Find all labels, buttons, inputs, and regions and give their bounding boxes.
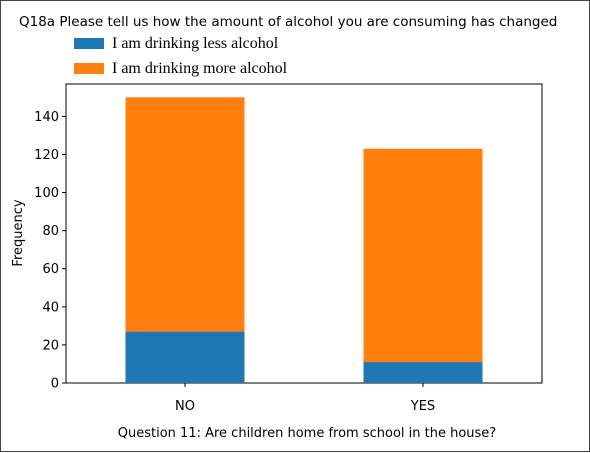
- y-axis: 0 20 40 60 80 100 120 140: [34, 110, 66, 392]
- plot-area: [65, 83, 543, 384]
- legend-swatch: [74, 63, 104, 74]
- bar-yes-less: [363, 362, 483, 383]
- y-tick-label: 140: [34, 110, 59, 125]
- y-axis-label: Frequency: [11, 199, 26, 266]
- legend: I am drinking less alcohol I am drinking …: [74, 35, 288, 77]
- legend-label: I am drinking less alcohol: [112, 35, 279, 52]
- y-tick-label: 20: [42, 338, 59, 353]
- y-tick-label: 0: [51, 377, 59, 392]
- x-axis-label: Question 11: Are children home from scho…: [118, 426, 496, 441]
- y-tick-label: 60: [42, 262, 59, 277]
- bars: [125, 97, 483, 383]
- legend-swatch: [74, 38, 104, 49]
- y-tick-label: 80: [42, 224, 59, 239]
- bar-no-less: [125, 331, 245, 383]
- y-tick-label: 120: [34, 148, 59, 163]
- x-tick-label: YES: [410, 399, 435, 414]
- legend-label: I am drinking more alcohol: [112, 60, 288, 77]
- y-tick-label: 100: [34, 186, 59, 201]
- x-tick-label: NO: [175, 399, 195, 414]
- bar-yes-more: [363, 148, 483, 363]
- y-tick-label: 40: [42, 300, 59, 315]
- x-axis: NO YES: [175, 383, 435, 414]
- chart-title: Q18a Please tell us how the amount of al…: [19, 14, 557, 30]
- bar-no-more: [125, 97, 245, 332]
